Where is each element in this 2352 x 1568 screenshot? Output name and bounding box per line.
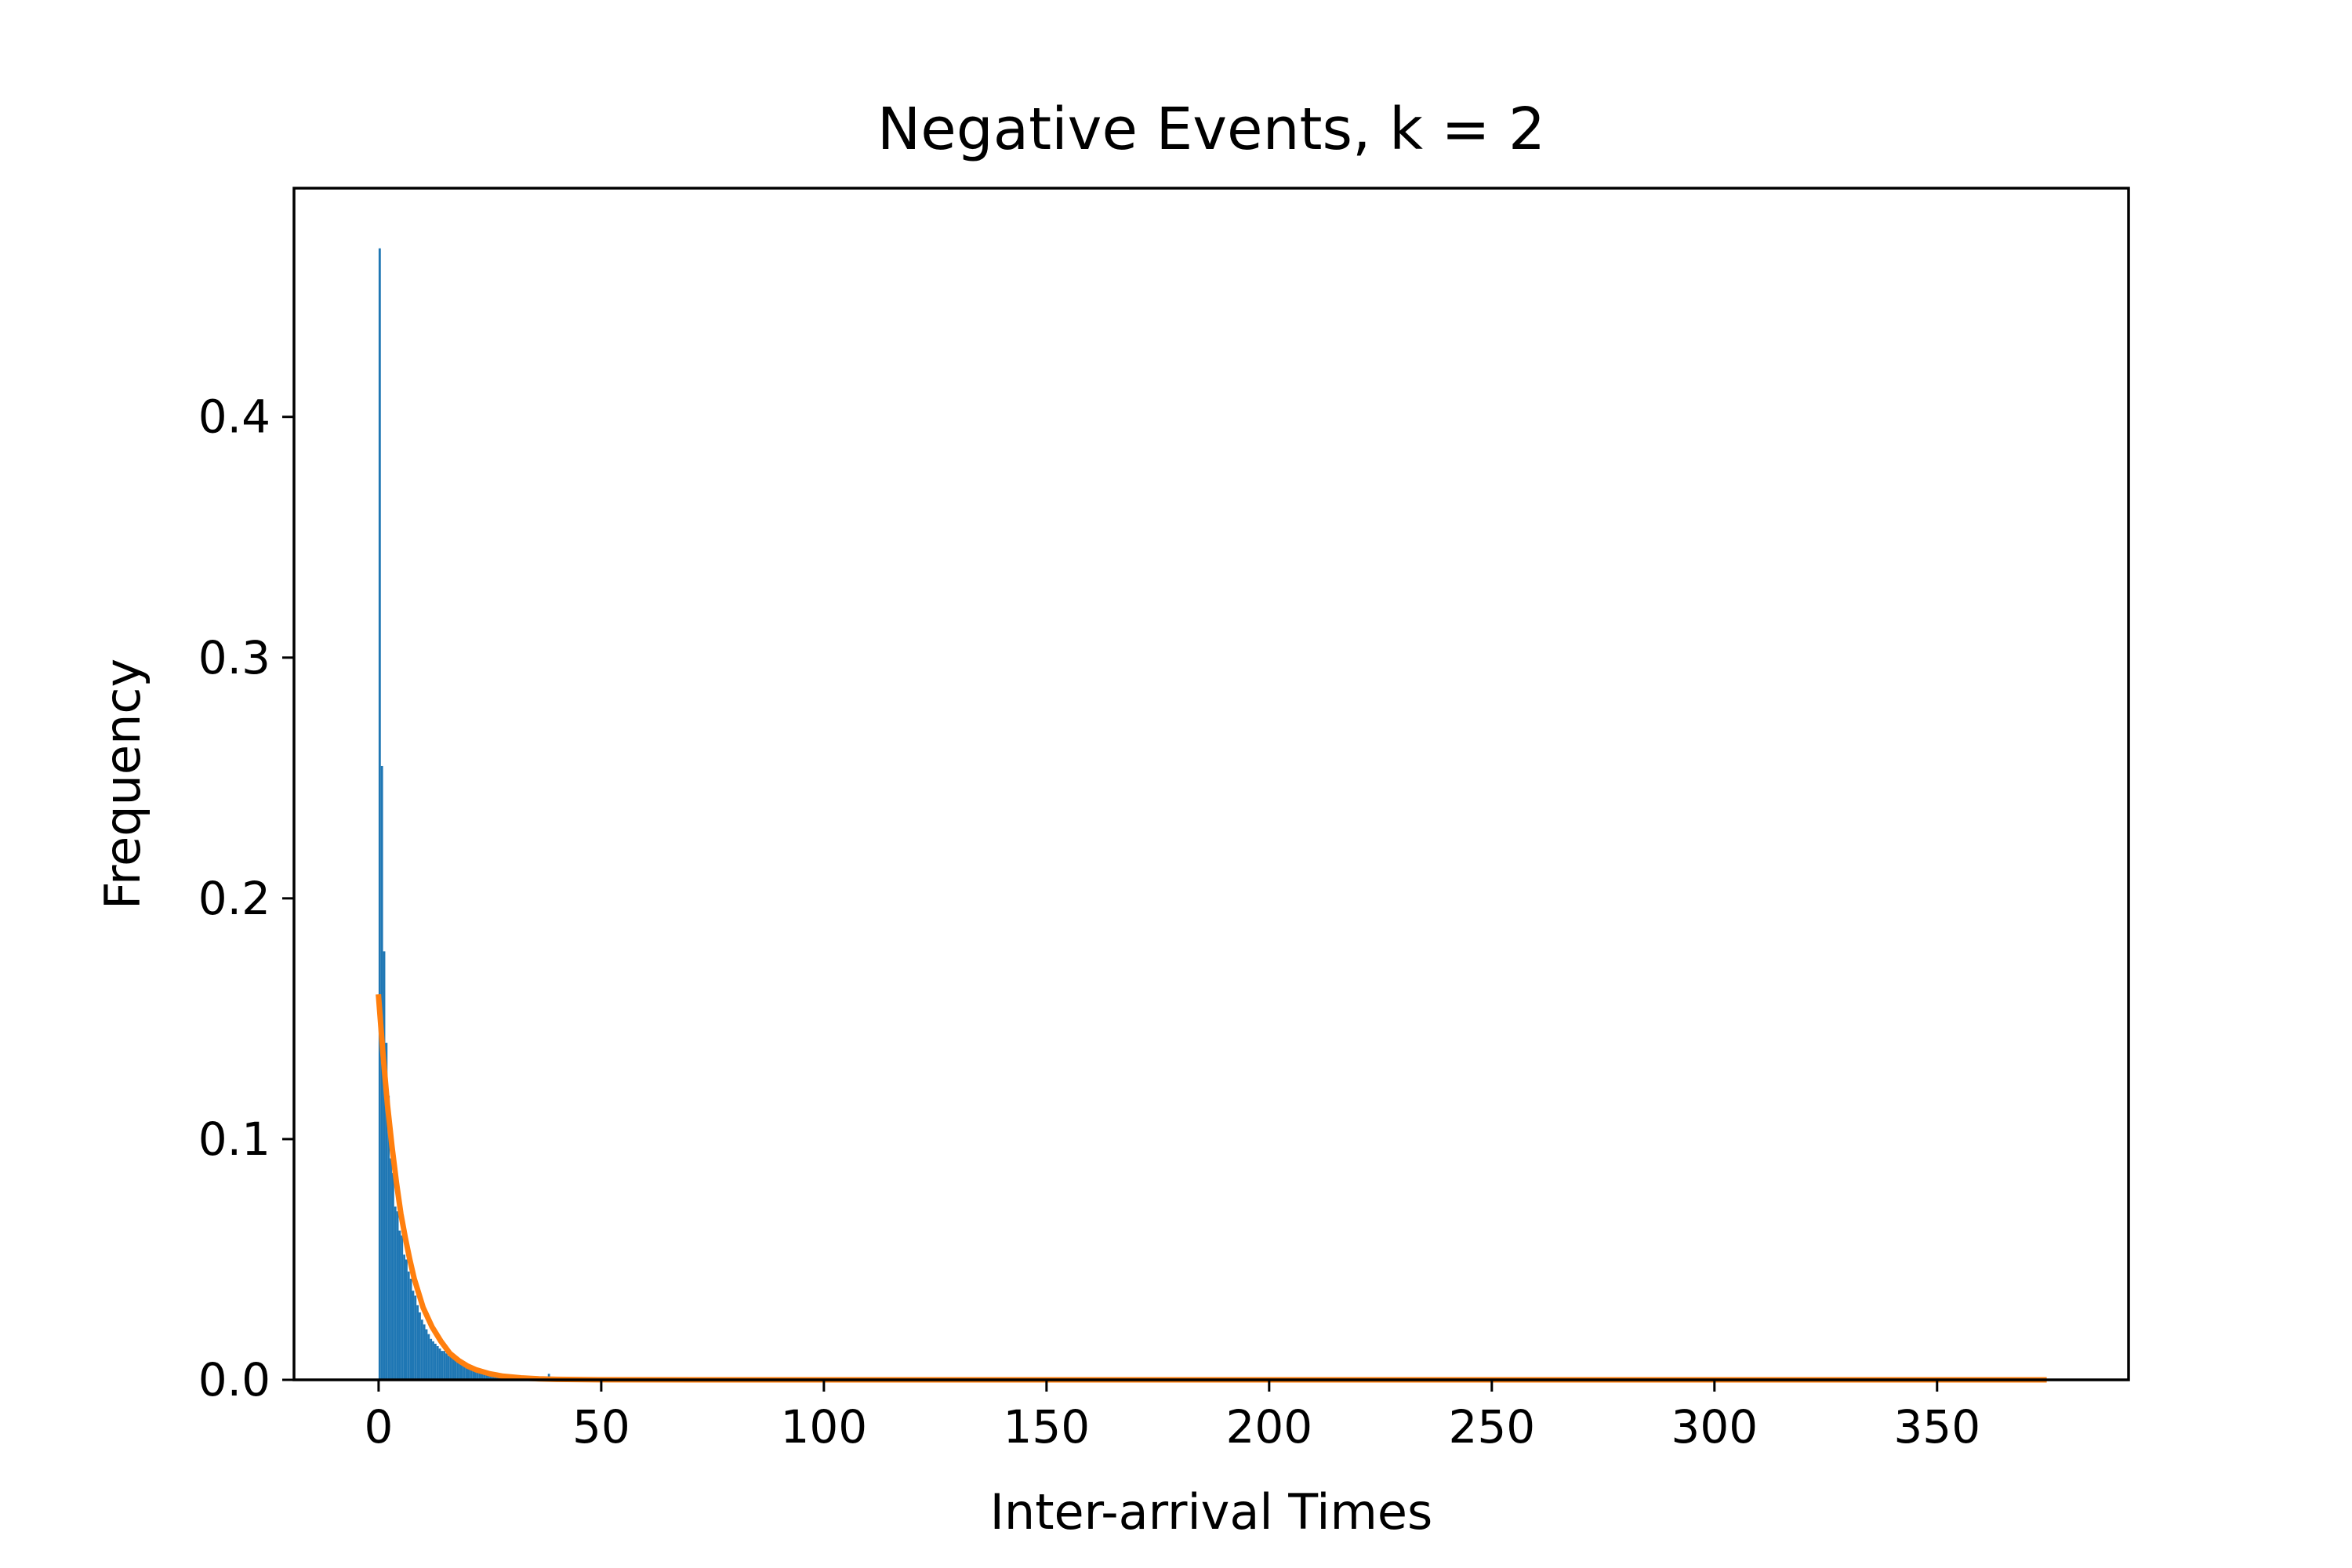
histogram-bar — [483, 1372, 486, 1380]
histogram-bar — [456, 1360, 459, 1380]
histogram-bar — [412, 1290, 415, 1380]
histogram-bar — [432, 1341, 434, 1380]
histogram-bar — [496, 1376, 499, 1380]
histogram-bar — [409, 1279, 412, 1380]
histogram-bar — [378, 248, 381, 1380]
histogram-bar — [447, 1356, 450, 1380]
y-axis-ticks: 0.0 0.1 0.2 0.3 0.4 — [198, 390, 294, 1406]
x-tick-label: 250 — [1448, 1400, 1535, 1454]
histogram-bar — [430, 1338, 433, 1380]
histogram-bar — [438, 1348, 441, 1380]
histogram-bar — [481, 1372, 484, 1380]
x-tick-label: 150 — [1003, 1400, 1090, 1454]
histogram-bar — [423, 1324, 426, 1380]
histogram-bar — [454, 1358, 457, 1380]
x-tick-label: 0 — [364, 1400, 393, 1454]
histogram-bar — [476, 1370, 479, 1380]
histogram-bar — [420, 1319, 423, 1380]
x-tick-label: 100 — [781, 1400, 868, 1454]
histogram-bar — [445, 1353, 448, 1380]
histogram-bar — [394, 1206, 397, 1380]
histogram-bar — [474, 1370, 477, 1380]
histogram-bar — [427, 1334, 430, 1380]
histogram-bar — [387, 1095, 390, 1380]
y-tick-label: 0.0 — [198, 1353, 270, 1406]
y-tick-label: 0.1 — [198, 1112, 270, 1166]
histogram-bar — [414, 1295, 417, 1380]
histogram-bar — [470, 1367, 473, 1380]
histogram-bar — [401, 1235, 404, 1380]
histogram-bar — [405, 1259, 408, 1380]
histogram-bar — [452, 1358, 455, 1380]
y-axis-label: Frequency — [94, 659, 151, 909]
histogram-bar — [492, 1374, 495, 1380]
histogram-bar — [390, 1158, 392, 1380]
y-tick-label: 0.3 — [198, 631, 270, 684]
histogram-bar — [407, 1271, 410, 1380]
histogram-bar — [416, 1305, 419, 1380]
histogram-bar — [434, 1343, 437, 1380]
y-tick-label: 0.4 — [198, 390, 270, 444]
histogram-bar — [441, 1351, 444, 1380]
histogram-bar — [436, 1346, 439, 1380]
histogram-bar — [489, 1374, 492, 1380]
histogram-bar — [443, 1351, 446, 1380]
histogram-bar — [463, 1363, 466, 1380]
x-axis-ticks: 0 50 100 150 200 250 300 350 — [364, 1380, 1980, 1454]
histogram-bar — [398, 1230, 401, 1380]
plot-area-frame — [292, 187, 2130, 1381]
histogram-bar — [478, 1370, 481, 1380]
histogram-bar — [459, 1360, 461, 1380]
histogram-bar — [460, 1363, 463, 1380]
histogram-bar — [449, 1356, 452, 1380]
histogram-bar — [465, 1365, 468, 1380]
chart-title: Negative Events, k = 2 — [877, 96, 1545, 163]
histogram-bar — [391, 1172, 394, 1380]
x-tick-label: 300 — [1671, 1400, 1758, 1454]
histogram-bar — [472, 1367, 475, 1380]
x-tick-label: 350 — [1893, 1400, 1980, 1454]
y-tick-label: 0.2 — [198, 872, 270, 925]
x-tick-label: 200 — [1225, 1400, 1312, 1454]
histogram-bar — [383, 951, 386, 1380]
x-axis-label: Inter-arrival Times — [990, 1483, 1433, 1541]
histogram-bar — [467, 1365, 470, 1380]
x-tick-label: 50 — [572, 1400, 630, 1454]
histogram-bar — [396, 1211, 399, 1380]
histogram-bar — [425, 1329, 428, 1380]
histogram-bar — [419, 1312, 421, 1380]
histogram-bar — [385, 1043, 388, 1380]
histogram-bar — [403, 1254, 405, 1380]
histogram-bar — [485, 1372, 488, 1380]
histogram-bar — [488, 1374, 490, 1380]
